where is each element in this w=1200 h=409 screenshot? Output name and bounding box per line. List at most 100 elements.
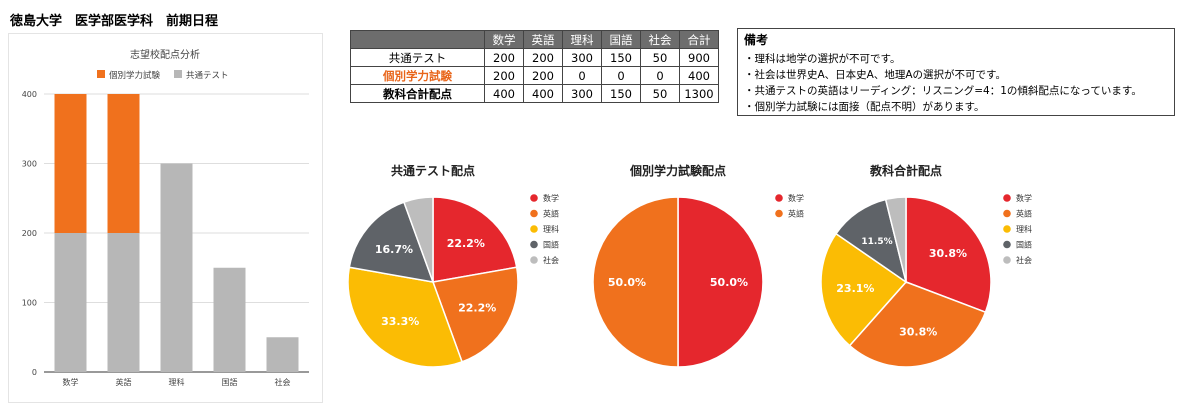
pie-slice: [432, 196, 518, 283]
x-tick-label: 国語: [222, 377, 238, 387]
legend-label: 個別学力試験: [109, 70, 161, 81]
legend-dot: [775, 209, 783, 218]
pie-slice: [884, 196, 907, 283]
pie-chart-title: 共通テスト配点: [391, 163, 475, 178]
pie-slice-label: 33.3%: [381, 315, 419, 328]
legend-dot: [530, 194, 538, 202]
table-cell: 0: [640, 66, 680, 85]
table-cell: 400: [679, 66, 719, 85]
table-row: 教科合計配点 400 400 300 150 50 1300: [350, 84, 719, 103]
legend-label: 数学: [543, 193, 559, 203]
table-cell: 0: [562, 66, 602, 85]
note-line: ・理科は地学の選択が不可です。: [744, 53, 901, 65]
table-cell: 400: [523, 84, 563, 103]
legend-dot: [1003, 225, 1011, 233]
table-cell: 200: [484, 48, 524, 67]
legend-swatch: [97, 70, 105, 78]
table-row: 共通テスト 200 200 300 150 50 900: [350, 48, 719, 67]
pie-chart-title: 教科合計配点: [869, 163, 942, 178]
table-cell: 1300: [679, 84, 719, 103]
table-header-corner: [350, 30, 485, 49]
table-cell: 900: [679, 48, 719, 67]
legend-label: 英語: [1016, 209, 1032, 219]
pie-slice-label: 50.0%: [608, 276, 646, 289]
table-header-cell: 合計: [679, 30, 719, 49]
score-table: 数学 英語 理科 国語 社会 合計 共通テスト 200 200 300 150 …: [350, 30, 719, 103]
y-tick-label: 300: [22, 160, 37, 169]
legend-label: 理科: [1016, 224, 1032, 234]
table-cell: 0: [601, 66, 641, 85]
bar-segment: [107, 94, 140, 233]
legend-dot: [1003, 209, 1011, 218]
pie-slice: [820, 232, 908, 347]
legend-label: 理科: [543, 224, 559, 234]
bar-segment: [213, 267, 246, 372]
pie-slice: [592, 196, 679, 368]
y-tick-label: 400: [22, 90, 37, 99]
table-cell: 50: [640, 48, 680, 67]
x-tick-label: 数学: [63, 377, 79, 387]
bar-chart-title: 志望校配点分析: [130, 48, 200, 61]
pie-slice: [677, 196, 764, 368]
table-cell: 200: [523, 48, 563, 67]
notes-box: 備考 ・理科は地学の選択が不可です。 ・社会は世界史A、日本史A、地理Aの選択が…: [737, 28, 1175, 116]
pie-chart-title: 個別学力試験配点: [629, 163, 726, 178]
bar-segment: [266, 337, 299, 372]
note-line: ・個別学力試験には面接（配点不明）があります。: [744, 101, 985, 113]
table-cell: 150: [601, 48, 641, 67]
legend-label: 社会: [1016, 255, 1032, 265]
pie-slice: [848, 281, 987, 368]
y-tick-label: 100: [22, 299, 37, 308]
legend-label: 数学: [1016, 193, 1032, 203]
legend-label: 共通テスト: [186, 70, 229, 81]
legend-dot: [775, 194, 783, 202]
legend-label: 国語: [1016, 240, 1032, 250]
legend-dot: [1003, 194, 1011, 202]
table-row-label: 教科合計配点: [350, 84, 485, 103]
page-title: 徳島大学 医学部医学科 前期日程: [10, 14, 219, 29]
legend-dot: [530, 256, 538, 264]
legend-dot: [530, 209, 538, 218]
pie-slice-label: 22.2%: [458, 302, 496, 315]
legend-label: 国語: [543, 240, 559, 250]
legend-dot: [530, 225, 538, 233]
legend-label: 数学: [788, 193, 804, 203]
table-header-cell: 社会: [640, 30, 680, 49]
pie-slice-label: 16.7%: [375, 243, 413, 256]
table-cell: 200: [523, 66, 563, 85]
bar-chart-card: 志望校配点分析 個別学力試験 共通テスト 0 100 200 300 400 数学 英語 理科 国語 社…: [8, 33, 323, 403]
bar-segment: [54, 233, 87, 372]
bar-segment: [160, 163, 193, 372]
bar-segment: [54, 94, 87, 233]
pie-slice: [835, 198, 908, 284]
table-row: 個別学力試験 200 200 0 0 0 400: [350, 66, 719, 85]
pie-slice-label: 50.0%: [710, 276, 748, 289]
table-cell: 300: [562, 48, 602, 67]
pie-slice: [348, 201, 435, 283]
y-tick-label: 0: [32, 368, 37, 377]
table-header-cell: 英語: [523, 30, 563, 49]
pie-slice: [402, 196, 434, 283]
note-line: ・社会は世界史A、日本史A、地理Aの選択が不可です。: [744, 69, 1006, 81]
pie-slice: [905, 196, 992, 314]
y-tick-label: 200: [22, 229, 37, 238]
table-header-cell: 理科: [562, 30, 602, 49]
table-header-cell: 数学: [484, 30, 524, 49]
legend-label: 英語: [543, 209, 559, 219]
table-row-label: 個別学力試験: [350, 66, 485, 85]
table-cell: 150: [601, 84, 641, 103]
x-tick-label: 理科: [169, 377, 185, 387]
legend-dot: [530, 240, 538, 249]
pie-slice-label: 30.8%: [899, 326, 937, 339]
legend-dot: [1003, 256, 1011, 264]
pie-slice-label: 23.1%: [836, 282, 874, 295]
bar-segment: [107, 233, 140, 372]
notes-title: 備考: [744, 33, 769, 47]
x-tick-label: 社会: [275, 377, 291, 387]
pie-slice-label: 30.8%: [929, 247, 967, 260]
table-header-row: 数学 英語 理科 国語 社会 合計: [350, 30, 719, 49]
